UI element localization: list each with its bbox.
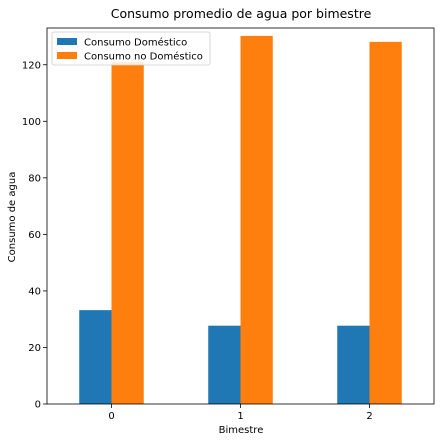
y-tick-label: 60 (28, 230, 41, 241)
chart-title: Consumo promedio de agua por bimestre (111, 6, 372, 21)
y-tick-label: 40 (28, 286, 41, 297)
x-tick-label: 0 (108, 411, 114, 422)
x-tick-label: 2 (366, 411, 372, 422)
y-tick-label: 0 (35, 400, 41, 411)
y-axis-label: Consumo de agua (7, 172, 18, 263)
legend: Consumo Doméstico Consumo no Doméstico (51, 31, 211, 66)
plot-area: 0 20 40 60 80 100 120 0 1 2 (22, 27, 435, 422)
bar-no-domestico-2 (369, 41, 402, 404)
bar-domestico-0 (79, 310, 112, 404)
bar-domestico-1 (208, 325, 241, 404)
y-tick-label: 80 (28, 173, 41, 184)
legend-label: Consumo Doméstico (84, 37, 187, 49)
legend-box (51, 31, 211, 66)
y-tick-label: 120 (22, 60, 41, 71)
x-tick-label: 1 (237, 411, 243, 422)
y-tick-label: 100 (22, 117, 41, 128)
legend-label: Consumo no Doméstico (84, 51, 203, 63)
bar-domestico-2 (337, 325, 370, 404)
y-tick-label: 20 (28, 343, 41, 354)
bar-no-domestico-1 (240, 35, 273, 404)
bar-no-domestico-0 (111, 61, 144, 405)
x-axis-label: Bimestre (219, 425, 264, 436)
legend-swatch (57, 52, 77, 59)
legend-swatch (57, 38, 77, 45)
